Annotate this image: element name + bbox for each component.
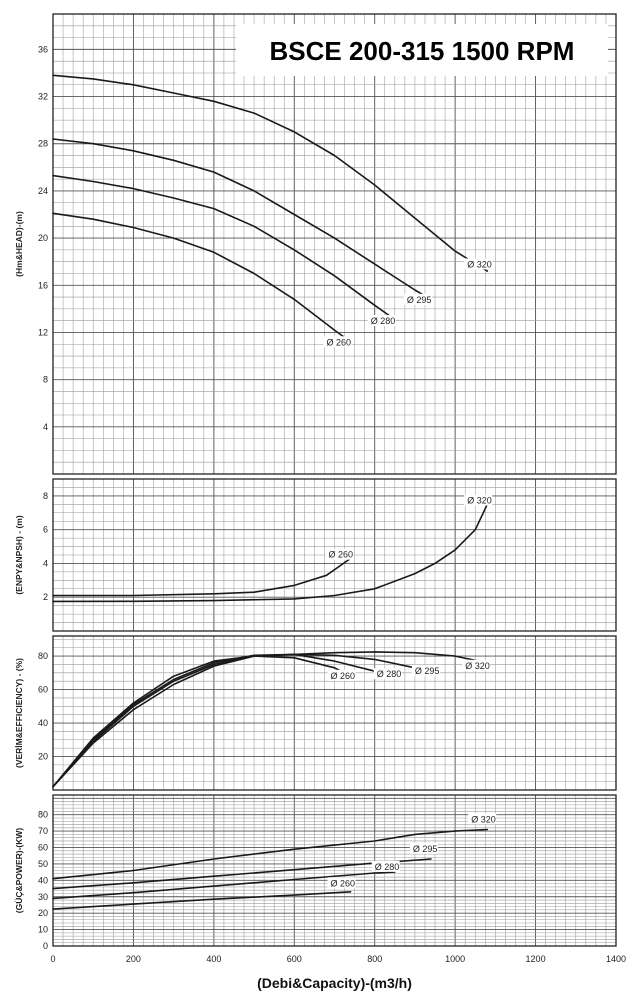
y-tick-label: 70 [38,826,48,836]
y-tick-label: 20 [38,752,48,762]
y-tick-label: 12 [38,327,48,337]
series-label-background [325,548,354,560]
series-line-320 [52,74,489,272]
y-tick-label: 4 [43,422,48,432]
y-tick-label: 40 [38,718,48,728]
x-tick-label: 0 [50,954,55,964]
y-tick-label: 0 [43,941,48,951]
y-tick-label: 40 [38,875,48,885]
panel-npsh: 2 4 6 8 (ENPY&NPSH) - (m) Ø 320 Ø 260 [14,478,617,632]
series-line-280 [52,174,396,321]
x-axis-title: (Debi&Capacity)-(m3/h) [257,975,412,991]
y-tick-label: 60 [38,685,48,695]
y-tick-label: 8 [43,491,48,501]
series-label-background [464,258,493,270]
panel-frame [52,635,617,791]
series-label: Ø 260 [326,337,351,347]
title-box [236,24,608,76]
panel-efficiency: 20 40 60 80 (VERİM&EFFICIENCY) - (%) Ø 320 Ø 2… [14,635,617,791]
series-label: Ø 320 [467,259,492,269]
series-label-background [411,664,440,676]
series-label-background [371,860,400,872]
panel-frame [52,13,617,475]
series-label-background [327,877,356,889]
x-tick-label: 400 [206,954,221,964]
series-line-295 [52,138,432,301]
series-line-260 [52,557,352,597]
y-tick-label: 28 [38,139,48,149]
series-line-260 [52,655,352,788]
x-tick-label: 200 [126,954,141,964]
y-tick-label: 36 [38,44,48,54]
series-label-background [462,659,491,671]
x-tick-label: 800 [367,954,382,964]
y-tick-label: 20 [38,908,48,918]
series-label-background [403,293,432,305]
y-tick-label: 4 [43,558,48,568]
series-line-320 [52,503,489,603]
series-label: Ø 280 [371,316,396,326]
y-tick-label: 60 [38,843,48,853]
y-tick-label: 50 [38,859,48,869]
series-line-260 [52,212,352,343]
series-line-280 [52,871,396,900]
y-tick-label: 30 [38,892,48,902]
y-tick-label: 10 [38,925,48,935]
series-label: Ø 320 [471,814,496,824]
y-tick-label: 32 [38,92,48,102]
series-label-background [367,315,396,327]
y-tick-label: 8 [43,375,48,385]
series-label: Ø 260 [330,671,355,681]
series-label: Ø 320 [467,496,492,506]
y-tick-label: 20 [38,233,48,243]
series-label: Ø 295 [407,295,432,305]
series-label: Ø 295 [413,844,438,854]
series-line-260 [52,891,352,910]
y-axis-title: (Hm&HEAD)-(m) [14,211,24,277]
chart-title: BSCE 200-315 1500 RPM [270,36,575,66]
x-tick-label: 600 [287,954,302,964]
y-tick-label: 24 [38,186,48,196]
series-label-background [327,669,356,681]
series-label-background [464,494,493,506]
y-tick-label: 6 [43,525,48,535]
y-axis-title: (VERİM&EFFICIENCY) - (%) [14,658,24,768]
x-tick-label: 1000 [445,954,465,964]
x-tick-label: 1400 [606,954,626,964]
panel-frame [52,794,617,947]
series-label-background [409,842,438,854]
series-label: Ø 260 [330,878,355,888]
x-tick-label: 1200 [526,954,546,964]
y-axis-title: (GÜÇ&POWER)-(KW) [14,828,24,914]
series-label: Ø 280 [375,862,400,872]
y-axis-title: (ENPY&NPSH) - (m) [14,515,24,595]
series-line-320 [52,828,489,880]
series-label-background [468,813,497,825]
panel-power: 0 10 20 30 40 50 60 70 80 (GÜÇ&POWER)-(KW) Ø 320 Ø … [14,794,617,951]
series-label: Ø 320 [465,661,490,671]
series-label: Ø 295 [415,666,440,676]
y-tick-label: 16 [38,280,48,290]
series-label-background [373,668,402,680]
panel-frame [52,478,617,632]
series-label-background [323,336,352,348]
y-tick-label: 80 [38,651,48,661]
panel-head: 4 8 12 16 20 24 28 32 36 (Hm&HEAD)-(m) Ø 320 Ø 295 Ø… [14,13,617,475]
series-label: Ø 280 [377,669,402,679]
y-tick-label: 80 [38,810,48,820]
series-label: Ø 260 [328,550,353,560]
y-tick-label: 2 [43,592,48,602]
